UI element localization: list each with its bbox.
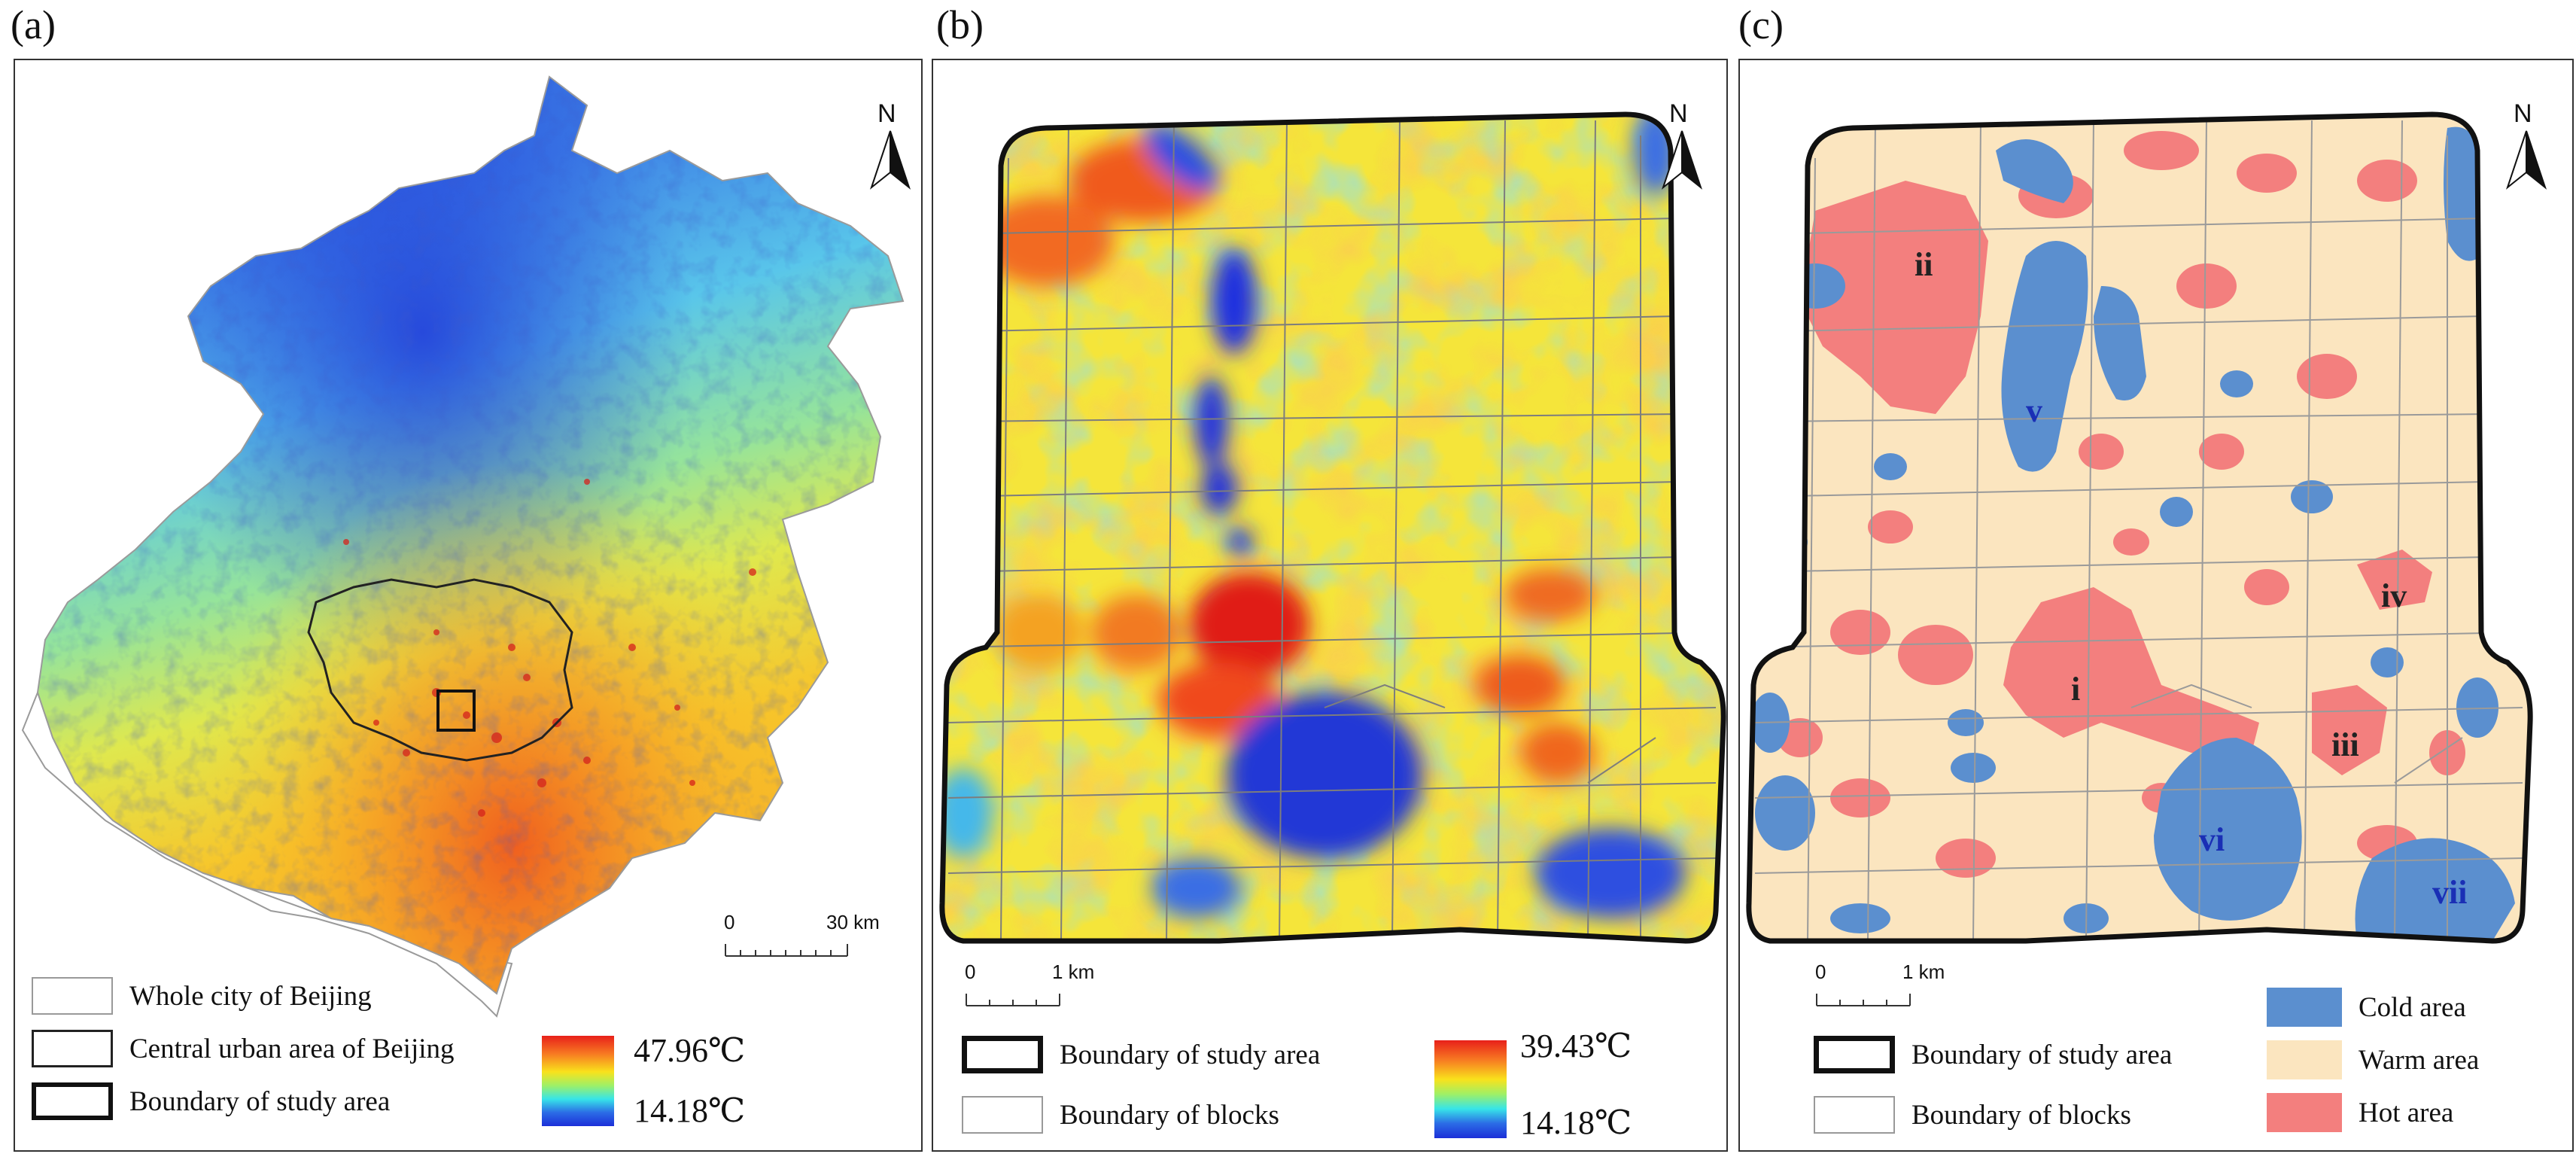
- temperature-ramp: [542, 1036, 614, 1126]
- scale-bar: 0 30 km: [715, 911, 880, 964]
- study-area-temperature-map: [939, 111, 1726, 944]
- panel-b-label: (b): [936, 2, 984, 47]
- legend-warm: Warm area: [2267, 1040, 2479, 1079]
- legend-central-urban: Central urban area of Beijing: [32, 1030, 455, 1067]
- panel-c: ii v i iv iii vi vii N 0 1 km Boundary o…: [1738, 59, 2574, 1152]
- study-area-boundary: [939, 111, 1726, 944]
- panel-c-label: (c): [1738, 2, 1784, 47]
- region-label-iii: iii: [2331, 726, 2359, 763]
- scale-end: 1 km: [1902, 961, 1945, 983]
- region-label-ii: ii: [1915, 246, 1933, 283]
- region-label-vi: vi: [2199, 821, 2225, 858]
- legend-blocks: Boundary of blocks: [1814, 1096, 2131, 1134]
- cold-areas: [1750, 126, 2515, 941]
- scale-start: 0: [724, 911, 735, 933]
- scale-bar: 0 1 km: [956, 961, 1121, 1013]
- region-label-vii: vii: [2432, 874, 2468, 911]
- panel-b: N 0 1 km Boundary of study area Boundary…: [932, 59, 1728, 1152]
- study-area-boundary: [436, 690, 476, 732]
- north-label: N: [2514, 99, 2532, 128]
- scale-end: 1 km: [1052, 961, 1095, 983]
- scale-start: 0: [1815, 961, 1826, 983]
- whole-city-outline: [21, 690, 513, 1018]
- legend-study-boundary: Boundary of study area: [962, 1036, 1320, 1073]
- north-label: N: [1669, 99, 1688, 128]
- region-label-iv: iv: [2381, 577, 2407, 614]
- scale-start: 0: [965, 961, 976, 983]
- legend-blocks: Boundary of blocks: [962, 1096, 1279, 1134]
- thermal-zoning-map: [1746, 111, 2533, 944]
- legend-hot: Hot area: [2267, 1093, 2453, 1132]
- panel-a-label: (a): [11, 2, 56, 47]
- panel-a: N 0 30 km Whole city of Beijing Central …: [14, 59, 923, 1152]
- scale-end: 30 km: [826, 911, 880, 933]
- region-label-i: i: [2071, 671, 2081, 708]
- legend-study-boundary: Boundary of study area: [32, 1082, 390, 1120]
- ramp-min-value: 14.18℃: [634, 1092, 746, 1129]
- scale-bar: 0 1 km: [1806, 961, 1972, 1013]
- legend-cold: Cold area: [2267, 988, 2466, 1027]
- beijing-temperature-map: [21, 75, 905, 1018]
- block-boundaries: [947, 120, 1717, 941]
- region-label-v: v: [2026, 392, 2042, 429]
- beijing-boundary: [36, 75, 905, 995]
- central-urban-boundary: [307, 578, 573, 762]
- legend-whole-city: Whole city of Beijing: [32, 977, 372, 1015]
- north-arrow-icon: [869, 130, 911, 190]
- north-arrow-icon: [2505, 130, 2547, 190]
- hot-areas: [1778, 131, 2465, 890]
- north-label: N: [877, 99, 896, 128]
- north-arrow-icon: [1661, 130, 1703, 190]
- temperature-ramp: [1434, 1040, 1507, 1138]
- block-boundaries: [1754, 120, 2523, 941]
- ramp-max-value: 47.96℃: [634, 1032, 746, 1069]
- legend-study-boundary: Boundary of study area: [1814, 1036, 2172, 1073]
- ramp-max-value: 39.43℃: [1520, 1028, 1632, 1064]
- study-area-boundary: [1746, 111, 2533, 944]
- ramp-min-value: 14.18℃: [1520, 1104, 1632, 1141]
